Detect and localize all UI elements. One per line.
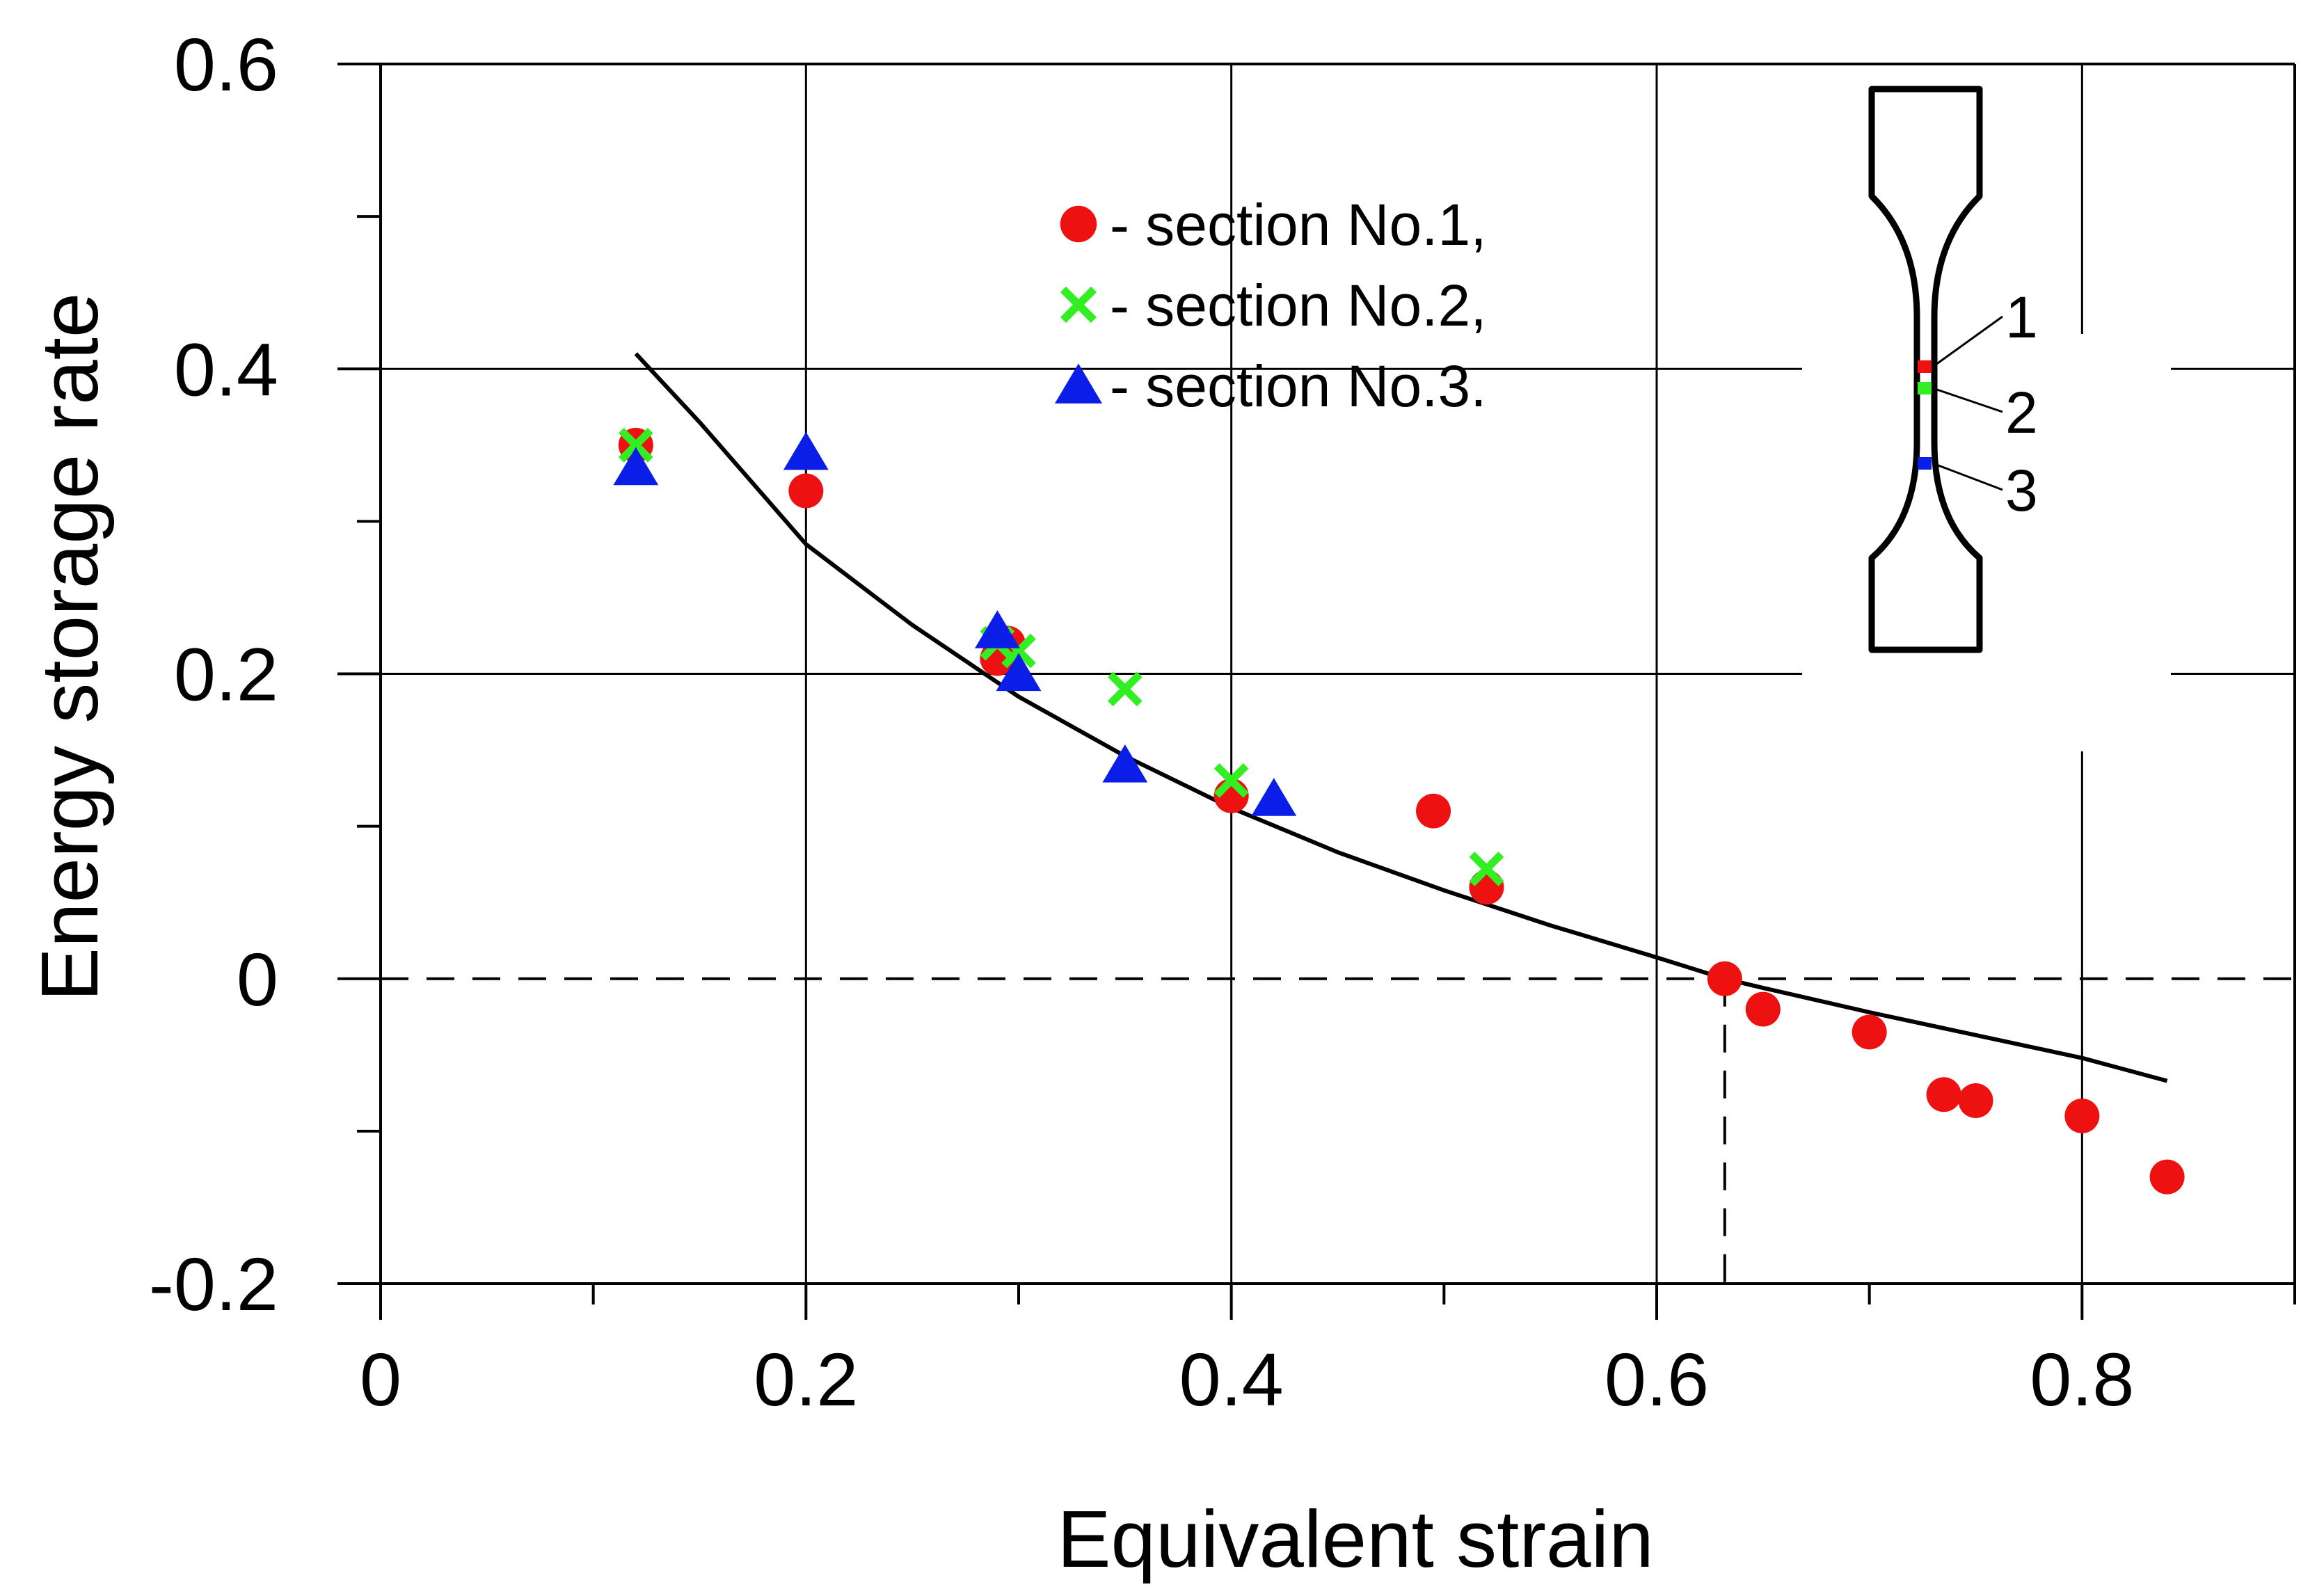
y-tick-label: 0.2 xyxy=(174,632,278,717)
section-1-point xyxy=(1707,961,1742,996)
inset-marker-1 xyxy=(1918,360,1932,373)
y-tick-label: 0 xyxy=(237,937,278,1021)
inset-label-2: 2 xyxy=(2005,380,2038,445)
inset-leader-3 xyxy=(1932,462,2003,491)
inset-leader-lines xyxy=(1932,315,2003,491)
section-3-point xyxy=(783,431,829,470)
inset-leader-2 xyxy=(1932,387,2003,413)
legend-markers xyxy=(1054,205,1103,404)
x-tick-label: 0.2 xyxy=(754,1337,858,1421)
section-2-point xyxy=(1107,671,1142,707)
section-1-point xyxy=(1469,870,1504,905)
y-axis-title: Energy storage rate xyxy=(24,293,115,1002)
data-points xyxy=(613,427,2185,1195)
section-1-point xyxy=(2064,1098,2100,1133)
section-3-point xyxy=(996,653,1042,692)
tick-labels: 0 0.2 0.4 0.6 0.8 -0.2 0 0.2 0.4 0.6 xyxy=(149,22,2135,1421)
legend-label-section-2: - section No.2, xyxy=(1110,273,1487,338)
x-tick-label: 0.4 xyxy=(1179,1337,1284,1421)
section-3-point xyxy=(975,610,1020,648)
fit-curve xyxy=(634,352,2168,1083)
inset-section-markers xyxy=(1918,360,1932,470)
inset-marker-2 xyxy=(1918,382,1932,394)
x-axis-title: Equivalent strain xyxy=(1057,1494,1654,1584)
section-1-point xyxy=(1958,1083,1993,1119)
section-3-point xyxy=(1102,744,1148,783)
y-tick-label: 0.4 xyxy=(174,327,278,411)
legend-marker-2 xyxy=(1060,286,1097,324)
section-1-point xyxy=(1926,1077,1961,1112)
reference-lines xyxy=(381,977,2295,1284)
inset-marker-3 xyxy=(1918,457,1932,470)
y-tick-label: 0.6 xyxy=(174,22,278,106)
inset-leader-1 xyxy=(1932,315,2003,368)
section-1-point xyxy=(2149,1159,2185,1195)
section-1-point xyxy=(1745,991,1781,1027)
legend-label-section-3: - section No.3. xyxy=(1110,353,1487,419)
x-tick-label: 0.6 xyxy=(1605,1337,1709,1421)
section-2-point xyxy=(1469,852,1504,886)
section-1-point xyxy=(788,473,824,509)
axes xyxy=(337,63,2296,1320)
x-tick-label: 0 xyxy=(360,1337,401,1421)
section-3-point xyxy=(1251,778,1297,816)
specimen-inset: 1 2 3 xyxy=(1802,86,2171,751)
section-1-point xyxy=(1852,1014,1887,1050)
section-2-point xyxy=(1213,763,1249,798)
inset-label-1: 1 xyxy=(2005,285,2038,350)
fit-curve-group xyxy=(634,352,2168,1083)
inset-backdrop xyxy=(1802,334,2171,751)
inset-label-3: 3 xyxy=(2005,458,2038,523)
legend-marker-1 xyxy=(1060,205,1097,243)
legend-label-section-1: - section No.1, xyxy=(1110,192,1487,257)
y-tick-label: -0.2 xyxy=(149,1242,278,1326)
legend: - section No.1, - section No.2, - sectio… xyxy=(1054,192,1487,419)
section-3-point xyxy=(613,447,659,486)
x-tick-label: 0.8 xyxy=(2030,1337,2134,1421)
section-1-point xyxy=(1416,793,1451,829)
legend-marker-3 xyxy=(1054,363,1103,404)
section-2-point xyxy=(618,427,653,463)
